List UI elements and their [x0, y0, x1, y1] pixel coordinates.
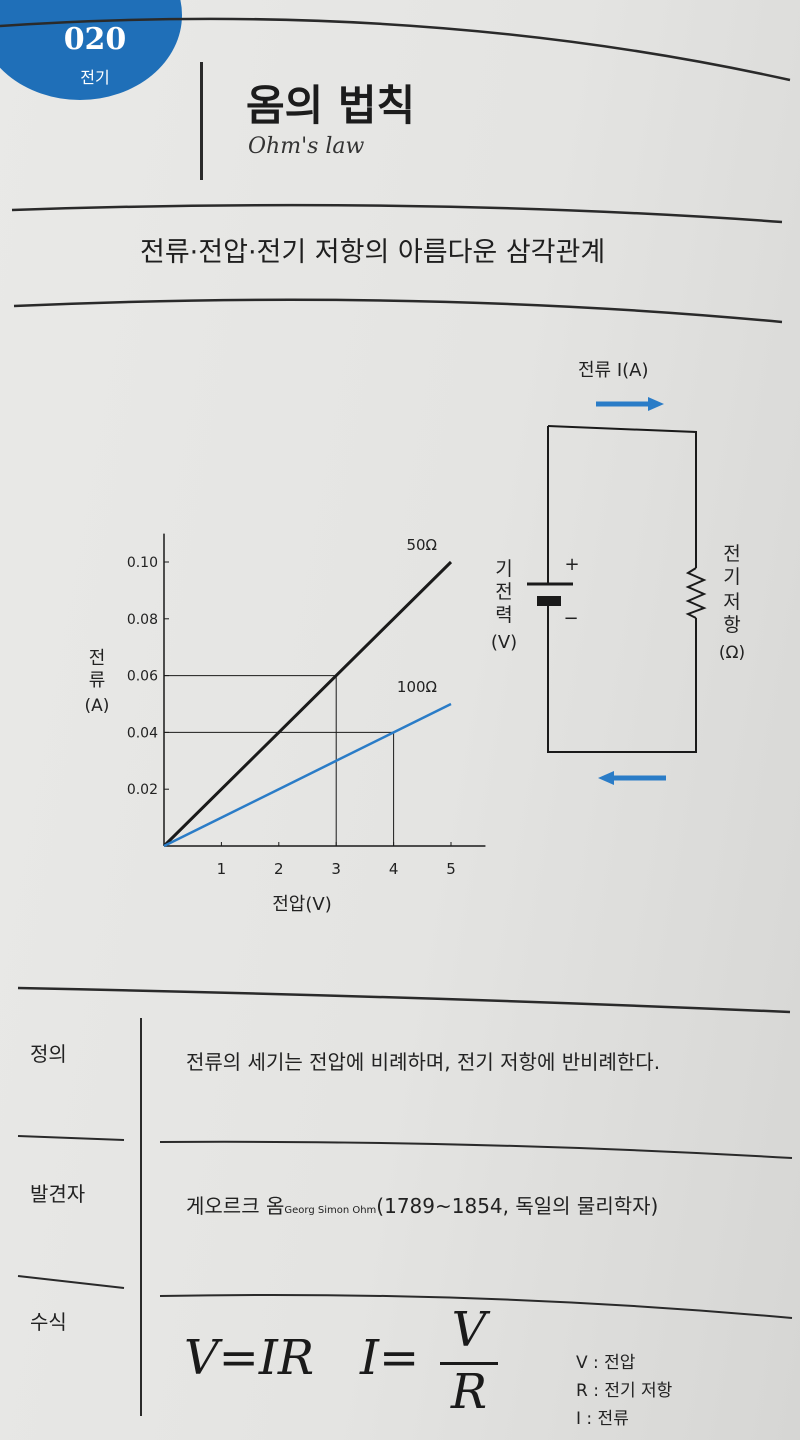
series-label-1: 50Ω	[406, 536, 437, 554]
page-title-english: Ohm's law	[248, 134, 365, 159]
chapter-category: 전기	[80, 68, 110, 87]
current-arrowhead-top	[648, 397, 664, 411]
x-axis-label: 전압(V)	[272, 894, 331, 915]
x-tick-label: 1	[217, 860, 227, 878]
definition-text: 전류의 세기는 전압에 비례하며, 전기 저항에 반비례한다.	[186, 1050, 661, 1074]
y-tick-label: 0.06	[127, 669, 158, 685]
legend-voltage: V : 전압	[576, 1353, 636, 1373]
x-tick-label: 4	[389, 860, 399, 878]
y-tick-label: 0.08	[127, 612, 158, 628]
emf-char-2: 전	[495, 581, 512, 603]
page-subtitle: 전류·전압·전기 저항의 아름다운 삼각관계	[140, 237, 606, 268]
current-label: 전류 I(A)	[578, 360, 649, 381]
emf-char-3: 력	[495, 604, 512, 626]
battery-minus-sign: −	[563, 608, 578, 629]
table-vertical-rule	[140, 1018, 142, 1416]
emf-char-1: 기	[495, 558, 512, 580]
resistor-symbol	[685, 567, 707, 619]
formula-numerator: V	[451, 1302, 487, 1358]
resistance-unit: (Ω)	[719, 643, 745, 663]
resistance-char-3: 저	[723, 591, 740, 613]
formula-label: 수식	[30, 1310, 67, 1334]
discoverer-detail: (1789~1854, 독일의 물리학자)	[376, 1194, 659, 1218]
title-divider	[200, 62, 203, 180]
formula-i-equals: I=	[360, 1330, 420, 1386]
circuit-wire-bottom	[547, 606, 697, 753]
subtitle-top-rule	[11, 203, 783, 224]
current-arrowhead-bottom	[598, 771, 614, 785]
formula-v-equals-ir: V=IR	[184, 1330, 314, 1386]
y-axis-label-unit: (A)	[85, 696, 110, 716]
subtitle-bottom-rule	[13, 298, 783, 324]
row-divider-left-2	[17, 1275, 125, 1289]
circuit-diagram	[527, 397, 707, 785]
discoverer-text: 게오르크 옴Georg Simon Ohm(1789~1854, 독일의 물리학…	[186, 1190, 658, 1219]
table-top-rule	[17, 986, 791, 1014]
formula-denominator: R	[450, 1364, 488, 1420]
resistance-char-1: 전	[723, 543, 740, 565]
x-tick-label: 2	[274, 860, 284, 878]
definition-label: 정의	[30, 1042, 67, 1066]
emf-unit: (V)	[491, 632, 517, 653]
chapter-number: 020	[63, 22, 127, 57]
row-divider-right-2	[159, 1293, 793, 1319]
discoverer-label: 발견자	[30, 1182, 86, 1206]
y-tick-label: 0.02	[127, 782, 158, 798]
y-axis-label-char-1: 전	[89, 648, 106, 669]
resistance-char-4: 항	[723, 614, 740, 636]
page-title: 옴의 법칙	[246, 81, 416, 130]
discoverer-name-en: Georg Simon Ohm	[284, 1205, 377, 1216]
ohm-chart: 1 2 3 4 5 0.02 0.04 0.06 0.08 0.10 50Ω 100Ω 전압(V) 전류 (…	[85, 533, 486, 915]
circuit-wire-top	[547, 425, 697, 568]
battery-short-plate	[537, 596, 561, 606]
legend-resistance: R : 전기 저항	[576, 1381, 673, 1401]
battery-plus-sign: +	[564, 554, 579, 575]
x-tick-label: 5	[446, 860, 456, 878]
series-line-2	[163, 702, 452, 848]
y-axis-label-char-2: 류	[89, 670, 106, 691]
y-tick-label: 0.10	[127, 555, 158, 571]
y-tick-label: 0.04	[127, 725, 158, 741]
discoverer-name-kr: 게오르크 옴	[186, 1194, 285, 1218]
series-label-2: 100Ω	[397, 678, 437, 696]
row-divider-right-1	[159, 1140, 793, 1159]
x-tick-label: 3	[331, 860, 341, 878]
legend-current: I : 전류	[576, 1409, 629, 1429]
series-line-1	[162, 560, 453, 848]
resistance-char-2: 기	[723, 566, 740, 588]
row-divider-left-1	[17, 1135, 125, 1141]
header-rule	[0, 17, 791, 82]
formula-fraction-bar	[440, 1362, 498, 1365]
